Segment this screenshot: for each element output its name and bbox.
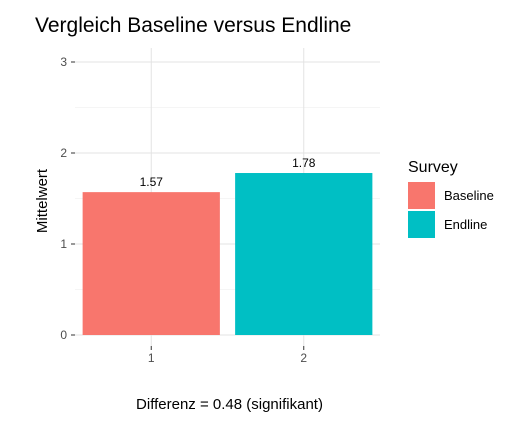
x-tick-label: 1 bbox=[148, 351, 155, 365]
bar-1 bbox=[82, 192, 220, 335]
legend-key-endline bbox=[408, 211, 435, 238]
y-tick-label: 2 bbox=[60, 146, 67, 160]
chart-title: Vergleich Baseline versus Endline bbox=[35, 14, 352, 37]
data-label-2: 1.78 bbox=[292, 156, 316, 170]
legend: Survey Baseline Endline bbox=[408, 159, 494, 238]
x-axis-title: Differenz = 0.48 (signifikant) bbox=[136, 396, 323, 413]
bars bbox=[82, 173, 373, 335]
data-label-1: 1.57 bbox=[140, 175, 164, 189]
legend-title: Survey bbox=[408, 159, 458, 176]
y-tick-label: 3 bbox=[60, 55, 67, 69]
legend-label-endline: Endline bbox=[444, 217, 487, 232]
y-tick-label: 1 bbox=[60, 237, 67, 251]
legend-label-baseline: Baseline bbox=[444, 188, 494, 203]
x-tick-label: 2 bbox=[300, 351, 307, 365]
data-labels: 1.57 1.78 bbox=[140, 156, 316, 189]
legend-key-baseline bbox=[408, 182, 435, 209]
y-axis-title: Mittelwert bbox=[34, 168, 51, 233]
y-tick-label: 0 bbox=[60, 328, 67, 342]
bar-2 bbox=[235, 173, 373, 335]
axes: 0 1 2 3 1 2 bbox=[60, 55, 307, 365]
